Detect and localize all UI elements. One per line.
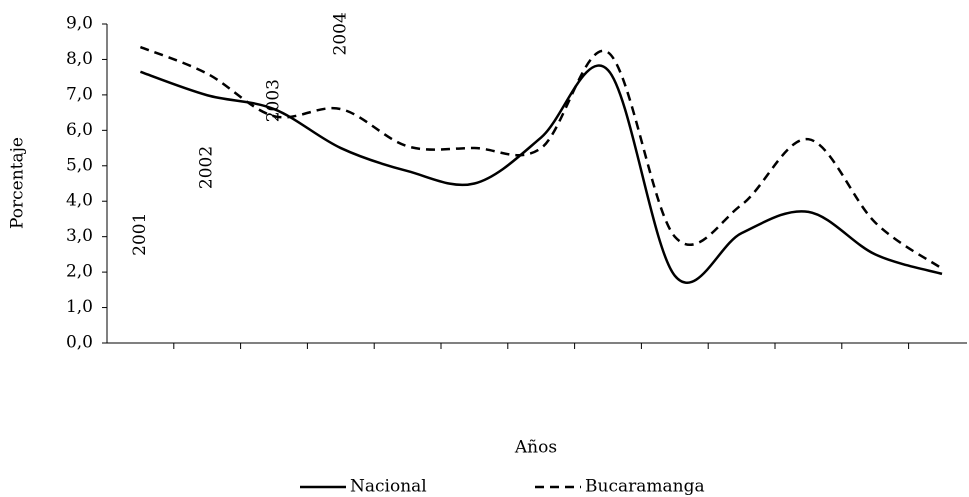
y-axis-title: Porcentaje xyxy=(8,137,28,229)
legend-label: Nacional xyxy=(350,477,427,497)
series-line xyxy=(139,64,943,284)
y-tick-label: 1,0 xyxy=(66,297,93,317)
y-tick-label: 7,0 xyxy=(66,84,93,104)
y-tick-label: 8,0 xyxy=(66,49,93,69)
x-axis-title: Años xyxy=(514,438,557,458)
y-tick-label: 5,0 xyxy=(66,155,93,175)
x-tick-label: 2002 xyxy=(197,146,217,189)
y-tick-label: 4,0 xyxy=(66,191,93,211)
y-tick-label: 0,0 xyxy=(66,333,93,353)
y-tick-label: 2,0 xyxy=(66,262,93,282)
y-tick-label: 3,0 xyxy=(66,226,93,246)
x-tick-label: 2004 xyxy=(330,12,350,55)
y-tick-label: 6,0 xyxy=(66,120,93,140)
x-tick-label: 2001 xyxy=(130,213,150,256)
y-tick-label: 9,0 xyxy=(66,14,93,34)
series-line xyxy=(139,45,943,270)
legend-label: Bucaramanga xyxy=(585,477,705,497)
